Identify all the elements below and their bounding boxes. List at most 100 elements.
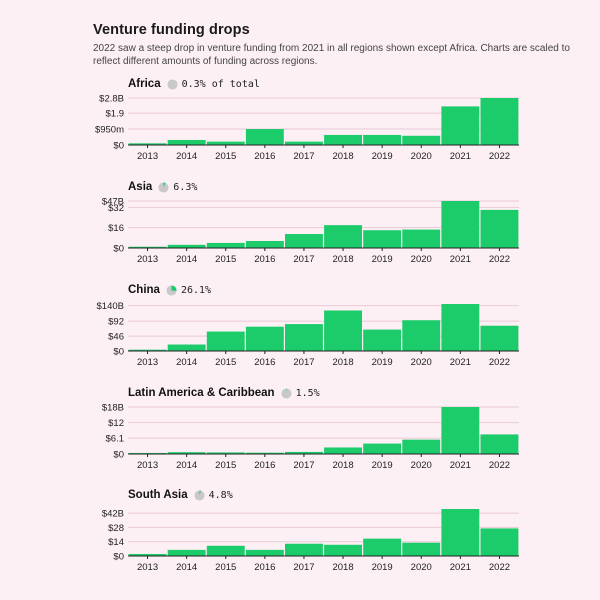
bar <box>128 349 167 351</box>
bar <box>206 331 245 351</box>
x-tick-label: 2013 <box>137 254 158 265</box>
y-tick-label: $42B <box>102 509 124 520</box>
region-title: Africa <box>128 78 161 90</box>
share-pie-icon <box>281 387 292 399</box>
x-tick-label: 2022 <box>489 460 510 471</box>
x-tick-label: 2022 <box>489 562 510 573</box>
bar-chart: $0 $950m $1.9 $2.8B 2013 2014 2015 2016 2017 2018… <box>95 94 519 162</box>
x-tick-label: 2018 <box>332 357 353 368</box>
bar <box>363 230 402 248</box>
bar <box>480 209 519 248</box>
x-tick-label: 2017 <box>293 562 314 573</box>
y-tick-label: $14 <box>108 537 124 548</box>
bar <box>402 135 441 145</box>
bar <box>206 545 245 556</box>
bar <box>480 98 519 145</box>
x-tick-label: 2021 <box>450 254 471 265</box>
x-tick-label: 2013 <box>137 562 158 573</box>
bar <box>206 141 245 145</box>
x-tick-label: 2017 <box>293 254 314 265</box>
share-pie-icon <box>167 78 178 90</box>
y-tick-label: $18B <box>102 403 124 414</box>
x-tick-label: 2015 <box>215 460 236 471</box>
region-title: Asia <box>128 181 153 193</box>
x-tick-label: 2018 <box>332 460 353 471</box>
chart-panel: Asia 6.3% $0 $16 $32 $47B 2013 2014 2015 2016 2017… <box>0 179 600 279</box>
x-tick-label: 2015 <box>215 562 236 573</box>
bar <box>441 106 480 145</box>
x-tick-label: 2019 <box>372 562 393 573</box>
bar <box>245 129 284 145</box>
bar <box>441 509 480 556</box>
x-tick-label: 2016 <box>254 254 275 265</box>
y-tick-label: $46 <box>108 332 124 343</box>
x-tick-label: 2017 <box>293 151 314 162</box>
bar <box>245 549 284 556</box>
y-tick-label: $32 <box>108 203 124 214</box>
x-tick-label: 2013 <box>137 151 158 162</box>
bar-chart: $0 $6.1 $12 $18B 2013 2014 2015 2016 2017 2018 201… <box>102 403 519 471</box>
chart-panel: Latin America & Caribbean 1.5% $0 $6.1 $12 $1… <box>0 385 600 485</box>
bar <box>480 325 519 351</box>
x-tick-label: 2016 <box>254 357 275 368</box>
x-tick-label: 2014 <box>176 460 197 471</box>
bar <box>324 544 362 556</box>
bar <box>128 452 167 454</box>
x-tick-label: 2015 <box>215 357 236 368</box>
bar <box>363 538 402 556</box>
x-tick-label: 2022 <box>489 357 510 368</box>
bar-chart: $0 $14 $28 $42B 2013 2014 2015 2016 2017 2018 2019… <box>102 509 519 573</box>
y-tick-label: $6.1 <box>106 434 125 445</box>
x-tick-label: 2014 <box>176 151 197 162</box>
bar <box>285 451 323 454</box>
x-tick-label: 2018 <box>332 151 353 162</box>
panel-header: Asia 6.3% <box>128 179 197 195</box>
x-tick-label: 2016 <box>254 151 275 162</box>
share-pie-icon <box>166 284 177 296</box>
y-tick-label: $0 <box>113 450 124 461</box>
bar <box>285 141 323 145</box>
bar <box>363 443 402 454</box>
x-tick-label: 2019 <box>372 460 393 471</box>
bar <box>324 447 362 454</box>
y-tick-label: $16 <box>108 223 124 234</box>
x-tick-label: 2020 <box>411 254 432 265</box>
x-tick-label: 2020 <box>411 151 432 162</box>
bar <box>285 324 323 351</box>
x-tick-label: 2018 <box>332 254 353 265</box>
y-tick-label: $28 <box>108 523 124 534</box>
bar <box>206 242 245 248</box>
bar <box>441 304 480 351</box>
y-tick-label: $47B <box>102 197 124 208</box>
share-pie-icon <box>194 489 205 501</box>
bar <box>402 320 441 351</box>
y-tick-label: $0 <box>113 552 124 563</box>
x-tick-label: 2021 <box>450 562 471 573</box>
bar <box>167 452 206 454</box>
bar <box>245 326 284 351</box>
panel-header: China 26.1% <box>128 282 211 298</box>
x-tick-label: 2020 <box>411 562 432 573</box>
region-title: South Asia <box>128 489 188 501</box>
x-tick-label: 2015 <box>215 254 236 265</box>
x-tick-label: 2021 <box>450 357 471 368</box>
bar <box>324 225 362 248</box>
x-tick-label: 2019 <box>372 357 393 368</box>
x-tick-label: 2014 <box>176 254 197 265</box>
share-label: 1.5% <box>295 387 320 399</box>
x-tick-label: 2019 <box>372 151 393 162</box>
bar <box>285 234 323 248</box>
share-label: 26.1% <box>180 284 212 296</box>
x-tick-label: 2014 <box>176 562 197 573</box>
chart-panel: Africa 0.3% of total $0 $950m $1.9 $2.8B 2013 2… <box>0 76 600 176</box>
y-tick-label: $950m <box>95 125 124 136</box>
bar <box>167 139 206 145</box>
y-tick-label: $0 <box>113 347 124 358</box>
bar <box>441 201 480 248</box>
y-tick-label: $140B <box>97 301 124 312</box>
x-tick-label: 2015 <box>215 151 236 162</box>
bar <box>441 407 480 454</box>
x-tick-label: 2016 <box>254 460 275 471</box>
bar <box>480 528 519 556</box>
bar <box>324 134 362 145</box>
